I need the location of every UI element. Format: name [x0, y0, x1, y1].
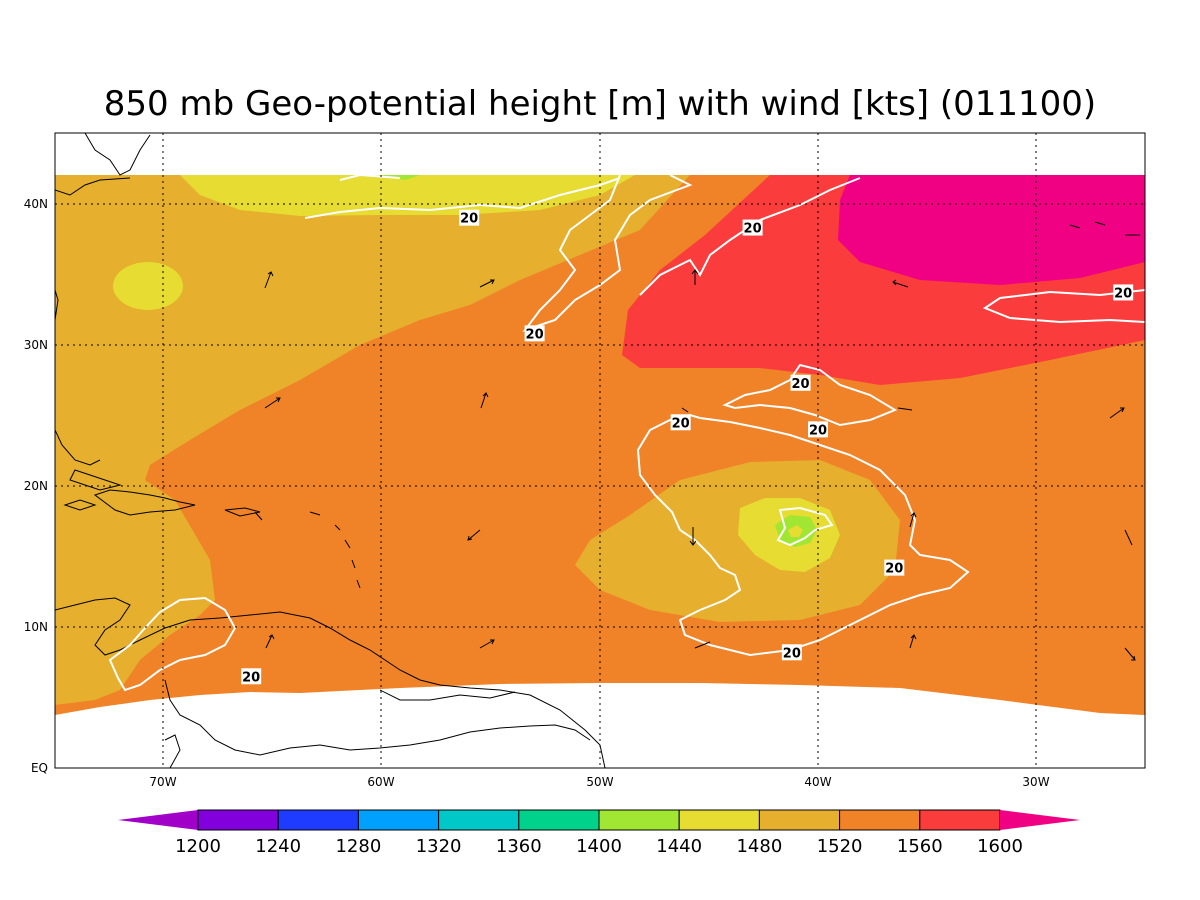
isotach-storm-inner: [776, 506, 834, 547]
colorbar-arrow-low: [118, 810, 198, 830]
band-1480-west-dot: [113, 262, 183, 310]
contour-label-bg: [459, 209, 480, 226]
colorbar-swatch: [678, 809, 760, 831]
contour-label-text: 20: [809, 423, 827, 438]
isotach-east: [639, 177, 861, 296]
contour-label-text: 20: [526, 327, 544, 342]
contour-label: 20: [790, 374, 811, 392]
y-tick-label: 20N: [24, 479, 48, 493]
colorbar-swatch: [438, 809, 520, 831]
contour-label: 20: [742, 219, 763, 237]
map-plot-area: 20 20 20 20 20 20 20 20 20 20: [55, 133, 1145, 768]
colorbar-label: 1320: [416, 836, 462, 857]
isotach-far-east: [982, 289, 1145, 324]
contour-label-bg: [808, 421, 828, 438]
colorbar-label: 1200: [175, 836, 221, 857]
y-axis-ticks: EQ 10N 20N 30N 40N: [24, 197, 48, 775]
colorbar-swatch: [357, 809, 440, 831]
x-tick-label: 30W: [1022, 775, 1049, 789]
band-1480-north: [180, 175, 635, 216]
contour-label-text: 20: [1114, 286, 1132, 301]
colorbar: 1200 1240 1280 1320 1360 1400 1440 1480 1520 1560…: [118, 809, 1080, 857]
y-tick-label: 40N: [24, 197, 48, 211]
contour-label-bg: [241, 668, 262, 685]
band-1400-storm: [788, 525, 803, 537]
x-tick-label: 70W: [149, 775, 176, 789]
colorbar-label: 1440: [656, 836, 702, 857]
contour-label: 20: [459, 209, 480, 227]
colorbar-label: 1280: [335, 836, 381, 857]
colorbar-arrow-high: [1000, 810, 1080, 830]
colorbar-swatch: [839, 809, 921, 831]
contour-label-bg: [790, 374, 811, 391]
x-tick-label: 50W: [586, 775, 613, 789]
isotach-mid: [522, 174, 693, 332]
colorbar-swatch: [758, 809, 841, 831]
colorbar-label: 1360: [496, 836, 542, 857]
contour-label-bg: [1113, 284, 1134, 301]
y-tick-label: 10N: [24, 620, 48, 634]
contour-label-text: 20: [460, 212, 478, 227]
figure-title: 850 mb Geo-potential height [m] with win…: [104, 84, 1096, 124]
contour-label-text: 20: [744, 222, 762, 237]
contour-label-layer: 20 20 20 20 20 20 20 20 20 20: [241, 209, 1134, 685]
contour-label: 20: [884, 559, 905, 577]
colorbar-label: 1400: [576, 836, 622, 857]
coastline-layer: [55, 133, 1140, 768]
isotach-caribbean: [108, 596, 237, 692]
contour-label: 20: [781, 644, 802, 661]
y-tick-label: 30N: [24, 338, 48, 352]
colorbar-label: 1600: [977, 836, 1023, 857]
x-tick-label: 40W: [804, 775, 831, 789]
isotach-central: [722, 363, 898, 427]
graticule: [55, 133, 1145, 768]
contour-label-bg: [524, 325, 545, 342]
colorbar-swatch: [277, 809, 359, 831]
contour-label-text: 20: [783, 646, 801, 661]
contour-label: 20: [241, 668, 262, 685]
colorbar-label: 1560: [897, 836, 943, 857]
contour-label-bg: [670, 414, 691, 431]
colorbar-swatch: [919, 809, 1001, 831]
colorbar-label: 1240: [255, 836, 301, 857]
x-tick-label: 60W: [367, 775, 394, 789]
wind-vector-layer: [254, 269, 1136, 661]
contour-label-bg: [884, 559, 905, 576]
contour-label-bg: [742, 219, 763, 236]
isotach-north: [304, 177, 621, 219]
isotach-north-2: [339, 173, 401, 181]
contour-label: 20: [1113, 284, 1134, 301]
band-1520-west: [55, 175, 690, 705]
contour-label-text: 20: [792, 377, 810, 392]
plot-frame: [54, 132, 1146, 769]
contour-label-text: 20: [242, 670, 260, 685]
contour-label: 20: [808, 421, 828, 438]
contour-label-text: 20: [672, 416, 690, 431]
y-tick-label: EQ: [31, 761, 48, 775]
band-1640-east: [838, 175, 1145, 285]
colorbar-swatch: [197, 809, 279, 831]
contour-label-text: 20: [885, 562, 903, 577]
x-axis-ticks: 70W 60W 50W 40W 30W: [149, 775, 1049, 789]
colorbar-label: 1520: [817, 836, 863, 857]
contour-label: 20: [524, 325, 545, 342]
colorbar-swatch: [518, 809, 600, 831]
colorbar-swatch: [598, 809, 680, 831]
contour-label: 20: [670, 414, 691, 431]
band-1520-storm: [575, 460, 900, 622]
colorbar-label: 1480: [736, 836, 782, 857]
contour-label-bg: [781, 644, 802, 661]
